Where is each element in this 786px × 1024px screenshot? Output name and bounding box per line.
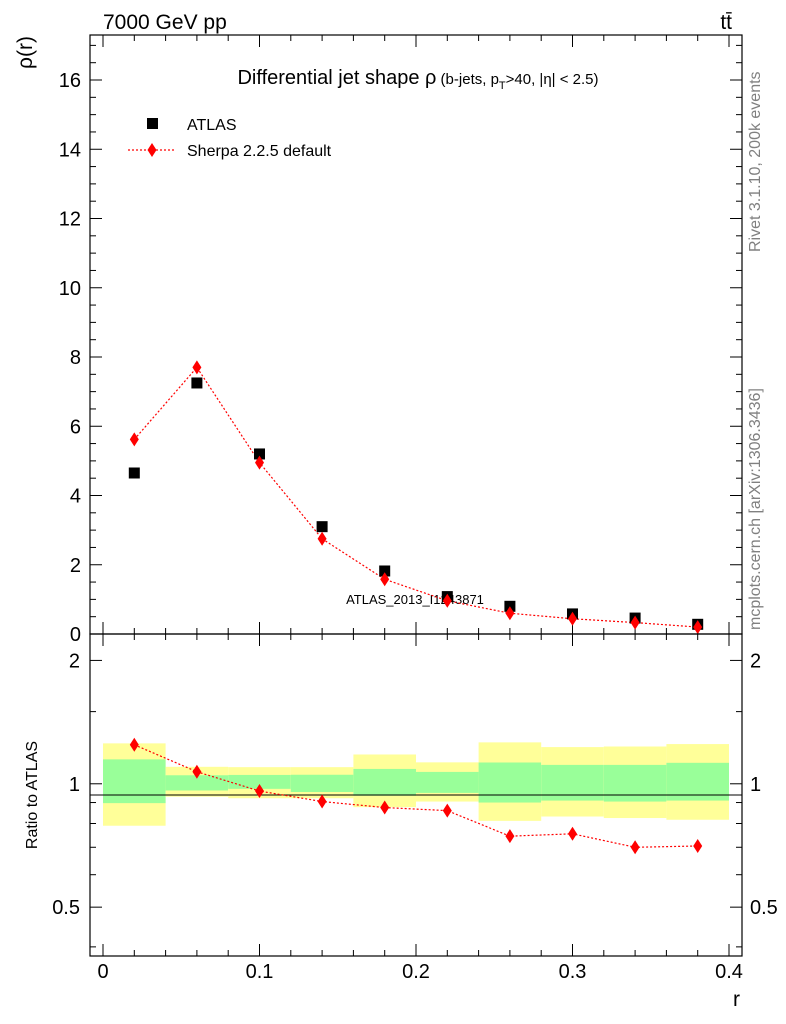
- inner-uncertainty-band: [290, 774, 354, 792]
- sherpa-point: [505, 606, 515, 621]
- sherpa-point: [630, 615, 640, 630]
- energy-label: 7000 GeV pp: [103, 11, 227, 34]
- plot-title-sub-post: >40, |η| < 2.5): [506, 71, 599, 88]
- plot-title: Differential jet shape ρ (b-jets, pT>40,…: [237, 67, 598, 92]
- main-y-tick-label: 16: [59, 70, 81, 92]
- ratio-frame: [89, 633, 743, 957]
- inner-uncertainty-band: [165, 775, 229, 791]
- legend-label-atlas: ATLAS: [187, 117, 237, 134]
- main-y-tick-label: 0: [70, 624, 81, 646]
- analysis-watermark: ATLAS_2013_I1243871: [346, 592, 484, 607]
- main-y-tick-label: 2: [70, 555, 81, 577]
- ratio-y-tick-label-right: 2: [750, 650, 761, 672]
- mcplots-label: mcplots.cern.ch [arXiv:1306.3436]: [747, 388, 764, 630]
- main-panel: 0 2 4 6 8 10 12 14 16 ρ(r) Differential jet shap…: [14, 34, 743, 646]
- inner-uncertainty-band: [603, 764, 667, 802]
- main-y-tick-label: 10: [59, 278, 81, 300]
- ratio-y-tick-label: 1: [69, 774, 80, 796]
- ratio-sherpa-point: [693, 839, 703, 854]
- x-tick-label: 0.1: [246, 961, 274, 983]
- main-y-tick-labels: 0 2 4 6 8 10 12 14 16: [59, 70, 81, 646]
- ratio-sherpa-point: [129, 737, 139, 752]
- legend: ATLAS Sherpa 2.2.5 default: [128, 117, 332, 160]
- ratio-tick-marks: [90, 634, 742, 956]
- atlas-point: [128, 467, 140, 479]
- main-y-tick-label: 12: [59, 209, 81, 231]
- legend-marker-sherpa: [147, 143, 157, 157]
- legend-marker-atlas: [147, 118, 158, 129]
- x-tick-label: 0: [97, 961, 108, 983]
- sherpa-point: [442, 593, 452, 608]
- ratio-sherpa-point: [442, 803, 452, 818]
- ratio-data-layer: [129, 737, 703, 855]
- main-y-tick-label: 4: [70, 486, 81, 508]
- sherpa-point: [255, 455, 264, 470]
- ratio-sherpa-point: [568, 826, 577, 841]
- rivet-version-label: Rivet 3.1.10, 200k events: [747, 71, 764, 252]
- ratio-sherpa-point: [255, 784, 264, 799]
- plot-title-sub: (b-jets, p: [436, 71, 499, 88]
- inner-uncertainty-band: [228, 774, 291, 789]
- ratio-y-tick-label-right: 1: [750, 774, 761, 796]
- sherpa-point: [380, 572, 390, 587]
- sherpa-point: [129, 432, 139, 447]
- inner-uncertainty-band: [103, 759, 166, 804]
- main-y-tick-label: 8: [70, 347, 81, 369]
- main-tick-marks: [90, 35, 742, 635]
- inner-uncertainty-band: [416, 771, 479, 793]
- ratio-panel: 0.5 1 2 0.5 1 2 0 0.1 0.2 0.3 0.4 Ratio to ATLAS…: [24, 633, 778, 1011]
- main-y-axis-label: ρ(r): [14, 36, 37, 69]
- ratio-sherpa-point: [630, 840, 640, 855]
- atlas-point: [379, 565, 391, 577]
- atlas-point: [254, 448, 265, 460]
- ratio-sherpa-point: [505, 829, 515, 844]
- ratio-y-axis-label: Ratio to ATLAS: [24, 741, 41, 849]
- inner-uncertainty-band: [666, 762, 729, 801]
- uncertainty-bands: [103, 742, 729, 826]
- ratio-y-tick-label: 2: [69, 650, 80, 672]
- main-y-tick-label: 6: [70, 416, 81, 438]
- inner-uncertainty-band: [478, 762, 542, 803]
- plot-title-sub-subscript: T: [499, 80, 506, 92]
- sherpa-point: [568, 611, 577, 626]
- x-axis-label: r: [733, 988, 740, 1011]
- sherpa-point: [693, 620, 703, 635]
- ratio-sherpa-point: [192, 764, 202, 779]
- legend-label-sherpa: Sherpa 2.2.5 default: [187, 143, 332, 160]
- ratio-y-tick-labels: 0.5 1 2: [52, 650, 80, 919]
- ratio-y-tick-label-right: 0.5: [750, 897, 778, 919]
- atlas-point: [316, 521, 328, 533]
- ratio-sherpa-point: [380, 800, 390, 815]
- x-tick-labels: 0 0.1 0.2 0.3 0.4: [97, 961, 742, 983]
- plot-title-main: Differential jet shape ρ: [237, 67, 436, 89]
- x-tick-label: 0.2: [402, 961, 430, 983]
- sherpa-line: [133, 366, 698, 628]
- x-tick-label: 0.3: [559, 961, 587, 983]
- ratio-y-tick-label: 0.5: [52, 897, 80, 919]
- sherpa-point: [317, 531, 327, 546]
- ratio-sherpa-line: [134, 744, 698, 848]
- sherpa-point: [192, 360, 202, 375]
- atlas-point: [191, 377, 203, 389]
- ratio-sherpa-point: [317, 794, 327, 809]
- x-tick-label: 0.4: [715, 961, 743, 983]
- inner-uncertainty-band: [353, 768, 416, 796]
- main-y-tick-label: 14: [59, 139, 81, 161]
- main-data-layer: [128, 360, 704, 635]
- process-label: tt̄: [720, 11, 732, 34]
- ratio-y-tick-labels-right: 0.5 1 2: [750, 650, 778, 919]
